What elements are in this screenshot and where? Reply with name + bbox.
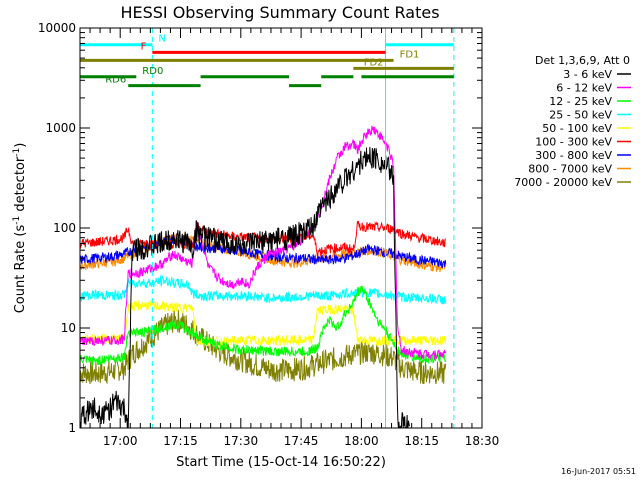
flag-label-fd2: FD2: [364, 57, 384, 68]
x-tick-label: 17:15: [163, 434, 198, 448]
x-axis-label: Start Time (15-Oct-14 16:50:22): [176, 455, 386, 470]
y-tick-label: 1: [68, 421, 76, 435]
series-line-7: [79, 234, 447, 269]
y-tick-label: 10: [61, 321, 76, 335]
legend-label-4: 25 - 50 keV: [549, 109, 612, 122]
y-axis-label: Count Rate (s-1 detector-1): [12, 143, 28, 314]
series-line-3: [79, 285, 447, 366]
legend-header: Det 1,3,6,9, Att 0: [535, 54, 630, 67]
series-line-1: [79, 146, 410, 429]
generation-date: 16-Jun-2017 05:51: [561, 467, 636, 476]
series-line-5: [79, 299, 447, 348]
x-tick-label: 18:15: [404, 434, 439, 448]
legend-label-3: 12 - 25 keV: [549, 95, 612, 108]
chart-title: HESSI Observing Summary Count Rates: [120, 3, 439, 22]
axes: 1 10 100 1000 10000 17:00 17:15 17:30 17:45 18:00…: [38, 21, 499, 448]
flag-label-rd6: RD6: [105, 75, 126, 86]
series-line-9: [79, 309, 447, 385]
flag-label-f: F: [141, 41, 147, 52]
x-tick-label: 17:30: [224, 434, 259, 448]
legend-label-9: 7000 - 20000 keV: [514, 176, 612, 189]
legend-label-5: 50 - 100 keV: [542, 122, 612, 135]
plot-area: NF FD1 FD2 RD0 RD6: [79, 28, 455, 429]
x-tick-label: 17:00: [103, 434, 138, 448]
legend-label-7: 300 - 800 keV: [535, 149, 612, 162]
legend-label-8: 800 - 7000 keV: [528, 163, 612, 176]
flag-label-n: N: [158, 34, 165, 45]
x-tick-label: 17:45: [284, 434, 319, 448]
series-line-2: [79, 125, 447, 361]
y-tick-label: 10000: [38, 21, 76, 35]
x-tick-label: 18:00: [344, 434, 379, 448]
y-tick-label: 1000: [45, 121, 76, 135]
series-line-4: [79, 274, 447, 305]
legend-label-6: 100 - 300 keV: [535, 136, 612, 149]
legend-label-1: 3 - 6 keV: [563, 68, 612, 81]
y-tick-label: 100: [53, 221, 76, 235]
flag-label-rd0: RD0: [142, 66, 163, 77]
legend-label-2: 6 - 12 keV: [556, 82, 612, 95]
flag-label-fd1: FD1: [400, 49, 420, 60]
x-tick-label: 18:30: [465, 434, 500, 448]
